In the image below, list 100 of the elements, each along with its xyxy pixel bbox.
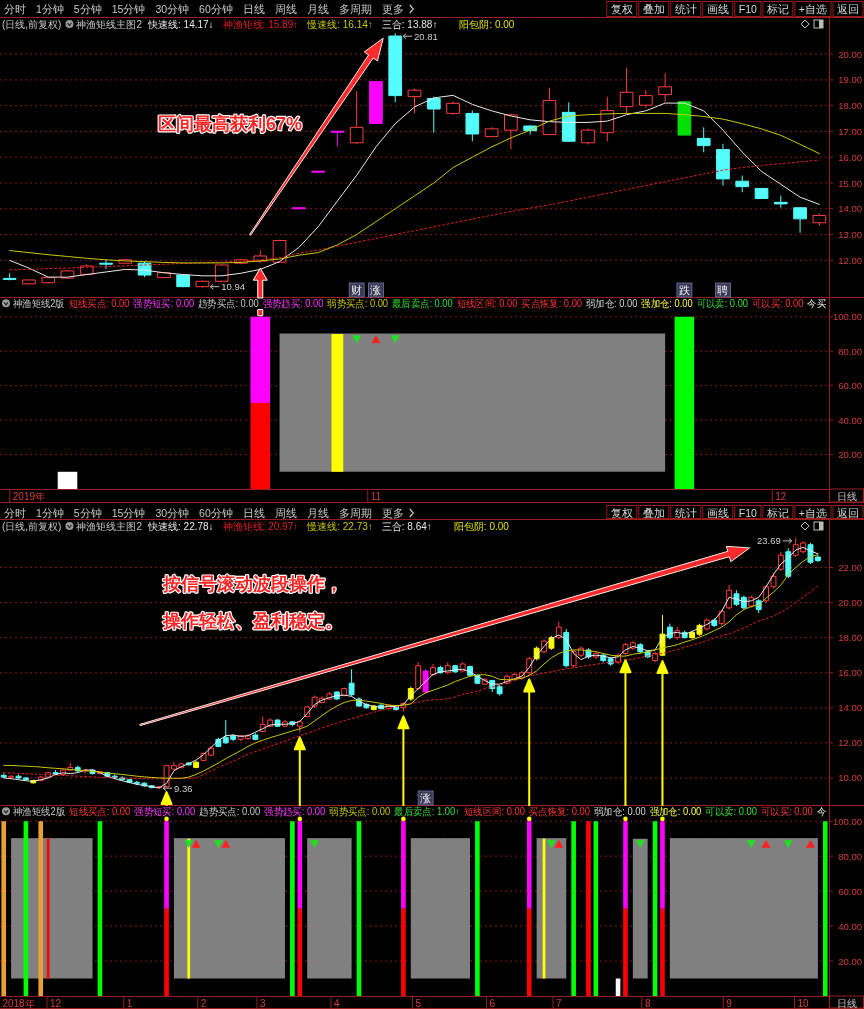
x-tick-label: 2018年 xyxy=(2,997,35,1009)
category-label: 月线 xyxy=(306,3,329,15)
annotation: 可以买: 0.00 xyxy=(752,297,808,309)
annotation: 最后卖点: 0.00 xyxy=(392,297,458,309)
chart-title: (日线,前复权) xyxy=(2,18,62,30)
text: 返回 xyxy=(837,507,859,519)
y-tick-label: 12.00 xyxy=(838,254,862,266)
y-tick-label: 60.00 xyxy=(838,380,862,392)
chart-subtitle: 神渔矩线主图2 xyxy=(76,18,143,30)
annotation: 短线买点: 0.00 xyxy=(69,805,135,817)
category-label: 更多 xyxy=(381,3,404,15)
x-tick-label: 8 xyxy=(644,997,651,1009)
x-tick-label: 11 xyxy=(370,490,382,502)
annotation: 区间最高获利67% xyxy=(157,114,302,134)
text: 叠加 xyxy=(642,3,665,15)
annotation: 短线买点: 0.00 xyxy=(68,297,134,309)
text: 画线 xyxy=(706,3,729,15)
annotation: 强加仓: 0.00 xyxy=(641,297,697,309)
annotation: 强加仓: 0.00 xyxy=(649,805,705,817)
text: 23.69 xyxy=(756,535,781,547)
annotation: 强势短买: 0.00 xyxy=(134,805,200,817)
x-tick-label: 聘 xyxy=(717,284,729,296)
x-tick-label: 跌 xyxy=(678,284,690,296)
category-label: 更多 xyxy=(381,507,404,519)
annotation: 阳包阴: 0.00 xyxy=(459,18,515,30)
x-tick-label: 10 xyxy=(797,997,810,1009)
category-label: 周线 xyxy=(274,3,297,15)
text: 神渔矩线: 20.97↑ xyxy=(222,520,299,532)
y-tick-label: 20.00 xyxy=(838,449,862,461)
y-tick-label: 40.00 xyxy=(838,920,862,932)
chart-title: 神渔矩线2版 xyxy=(13,297,69,309)
annotation: 趋势买点: 0.00 xyxy=(199,805,265,817)
category-label: 日线 xyxy=(242,3,265,15)
y-tick-label: 15.00 xyxy=(838,177,862,189)
x-tick-label: 2019年 xyxy=(12,490,46,502)
x-tick-label: 7 xyxy=(556,997,563,1009)
annotation: 可以买: 0.00 xyxy=(760,805,816,817)
y-tick-label: 18.00 xyxy=(838,632,862,644)
chart-subtitle: 神渔矩线主图2 xyxy=(76,520,143,532)
text: 20.81 xyxy=(414,30,438,42)
text: 标记 xyxy=(765,3,789,15)
annotation: 买点恢复: 0.00 xyxy=(521,297,587,309)
annotation: 强势趋买: 0.00 xyxy=(264,805,330,817)
y-tick-label: 20.00 xyxy=(838,48,862,60)
category-label: 日线 xyxy=(242,507,265,519)
y-tick-label: 60.00 xyxy=(838,885,862,897)
y-tick-label: 12.00 xyxy=(838,737,862,749)
annotation: 按信号滚动波段操作， xyxy=(162,574,343,594)
x-axis-title: 日线 xyxy=(836,490,857,502)
annotation: 操作轻松、盈利稳定。 xyxy=(162,611,343,631)
annotation: 最后卖点: 1.00↑ xyxy=(394,805,465,817)
y-tick-label: 20.00 xyxy=(838,955,862,967)
text: +自选 xyxy=(798,3,827,15)
text: 复权 xyxy=(610,3,633,15)
annotation: 今买 xyxy=(807,297,828,309)
x-tick-label: 3 xyxy=(259,997,266,1009)
category-label: 30分钟 xyxy=(155,3,190,15)
y-tick-label: 40.00 xyxy=(838,414,862,426)
category-label: 1分钟 xyxy=(36,507,64,519)
category-label: 60分钟 xyxy=(199,3,233,15)
text: 10.94 xyxy=(221,281,246,293)
x-tick-label: 涨 xyxy=(420,792,432,804)
annotation: 可以卖: 0.00 xyxy=(705,805,761,817)
text: 画线 xyxy=(706,507,729,519)
y-tick-label: 17.00 xyxy=(838,125,862,137)
y-tick-label: 10.00 xyxy=(838,772,862,784)
annotation: 强势短买: 0.00 xyxy=(133,297,199,309)
annotation: 短线区间: 0.00 xyxy=(463,805,530,817)
text: 统计 xyxy=(674,3,697,15)
category-label: 15分钟 xyxy=(111,507,146,519)
annotation: 强势趋买: 0.00 xyxy=(262,297,328,309)
category-label: 分时 xyxy=(4,507,26,519)
y-tick-label: 22.00 xyxy=(838,562,862,574)
category-label: 多周期 xyxy=(338,3,372,15)
x-tick-label: 4 xyxy=(334,997,340,1009)
y-tick-label: 100.00 xyxy=(832,815,862,827)
x-axis-title: 日线 xyxy=(836,997,857,1009)
x-tick-label: 6 xyxy=(489,997,496,1009)
y-tick-label: 19.00 xyxy=(838,74,862,86)
annotation: 阳包阴: 0.00 xyxy=(453,520,510,532)
category-label: 周线 xyxy=(274,507,297,519)
y-tick-label: 14.00 xyxy=(838,203,862,215)
annotation: 可以卖: 0.00 xyxy=(696,297,752,309)
category-label: 月线 xyxy=(306,507,329,519)
category-label: 5分钟 xyxy=(73,3,102,15)
text: 快速线: 22.78↓ xyxy=(147,520,214,532)
chart-title: 神渔矩线2版 xyxy=(13,805,69,817)
y-tick-label: 80.00 xyxy=(838,850,862,862)
x-tick-label: 财 xyxy=(351,284,363,296)
x-tick-label: 9 xyxy=(726,997,733,1009)
annotation: 弱势买点: 0.00 xyxy=(329,805,395,817)
annotation: 趋势买点: 0.00 xyxy=(198,297,264,309)
text: F10 xyxy=(738,507,758,519)
text: 标记 xyxy=(765,507,789,519)
y-tick-label: 18.00 xyxy=(838,100,862,112)
text: +自选 xyxy=(798,507,827,519)
annotation: 三合: 8.64↑ xyxy=(381,520,432,532)
x-tick-label: 涨 xyxy=(370,284,382,296)
category-label: 60分钟 xyxy=(199,507,233,519)
y-tick-label: 16.00 xyxy=(838,667,862,679)
